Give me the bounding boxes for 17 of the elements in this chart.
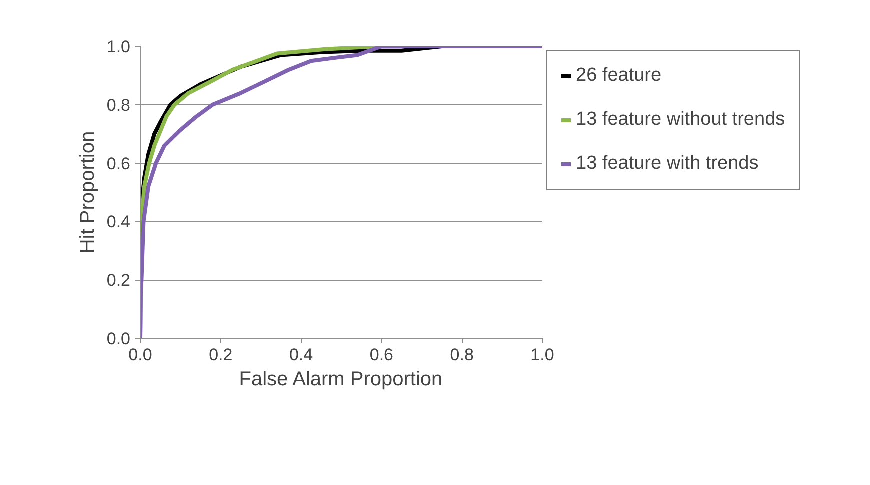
y-tick-label: 0.4 <box>106 212 131 232</box>
x-tick-label: 0.4 <box>289 346 314 364</box>
x-tick-label: 0.8 <box>450 346 474 364</box>
x-tick-label: 0.2 <box>209 346 233 364</box>
y-axis-title: Hit Proportion <box>76 131 99 254</box>
x-axis-title: False Alarm Proportion <box>239 368 443 390</box>
y-tick-label: 0.2 <box>106 271 131 290</box>
x-tick-label: 0.6 <box>370 346 394 364</box>
y-tick-label: 1.0 <box>106 38 131 56</box>
y-tick-label: 0.6 <box>106 154 131 174</box>
y-tick-label: 0.8 <box>106 96 131 115</box>
legend-label: 13 feature with trends <box>576 153 759 175</box>
y-tick-label: 0.0 <box>106 330 131 348</box>
legend-label: 13 feature without trends <box>576 109 786 131</box>
legend-label: 26 feature <box>576 65 662 87</box>
x-tick-label: 0.0 <box>128 346 152 364</box>
x-tick-label: 1.0 <box>530 346 554 364</box>
